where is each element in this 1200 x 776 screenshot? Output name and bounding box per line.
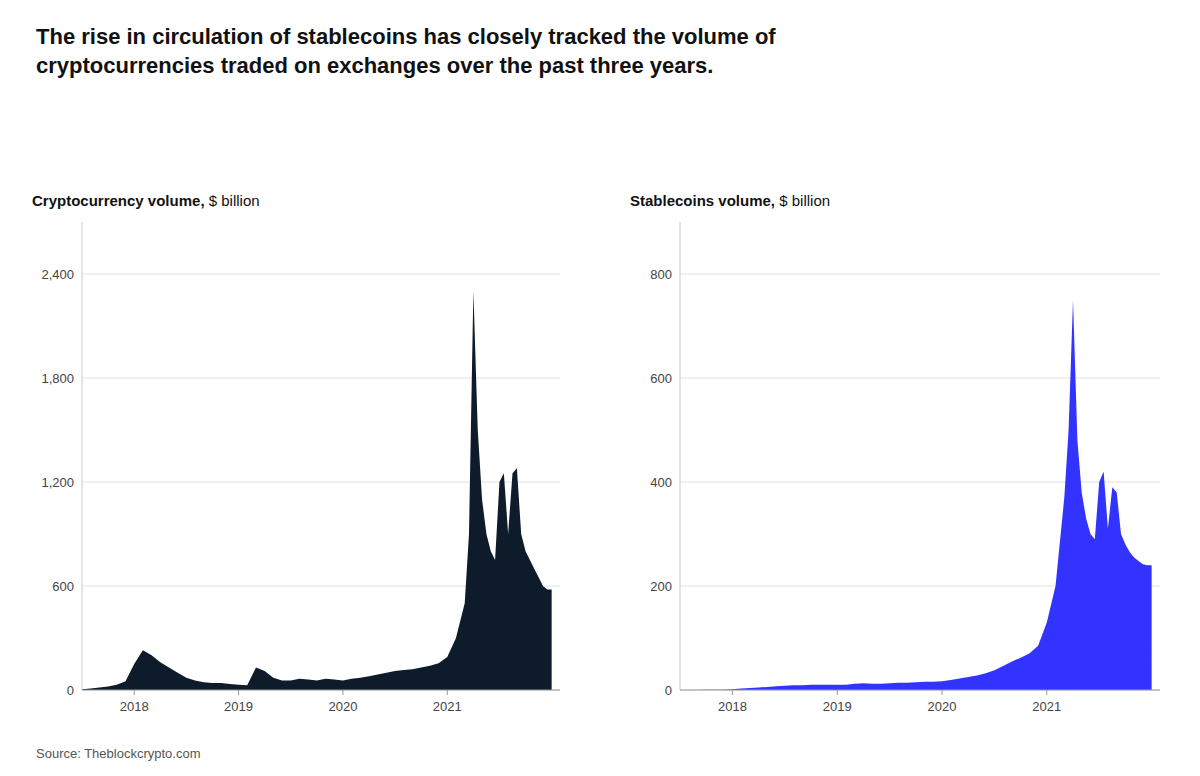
x-tick bbox=[837, 690, 838, 695]
y-tick-label: 600 bbox=[650, 371, 672, 386]
source-note: Source: Theblockcrypto.com bbox=[36, 746, 201, 761]
grid-line bbox=[82, 690, 560, 691]
grid-line bbox=[680, 690, 1160, 691]
x-tick-label: 2018 bbox=[120, 699, 149, 714]
x-tick bbox=[1046, 690, 1047, 695]
grid-line bbox=[680, 482, 1160, 483]
x-tick-label: 2020 bbox=[928, 699, 957, 714]
grid-line bbox=[680, 378, 1160, 379]
x-tick-label: 2019 bbox=[224, 699, 253, 714]
chart: The rise in circulation of stablecoins h… bbox=[0, 0, 1200, 776]
plot-area bbox=[82, 291, 552, 690]
title: The rise in circulation of stablecoins h… bbox=[36, 24, 776, 78]
y-tick-label: 400 bbox=[650, 475, 672, 490]
x-axis-line bbox=[82, 690, 560, 691]
y-tick-label: 600 bbox=[52, 579, 74, 594]
x-tick bbox=[942, 690, 943, 695]
axis-label-unit: $ billion bbox=[775, 192, 830, 209]
title-line: cryptocurrencies traded on exchanges ove… bbox=[36, 53, 713, 78]
x-tick bbox=[342, 690, 343, 695]
y-tick-label: 1,800 bbox=[41, 371, 74, 386]
area bbox=[680, 300, 1152, 690]
axis-label-bold: Cryptocurrency volume, bbox=[32, 192, 205, 209]
axis-label: Stablecoins volume, $ billion bbox=[630, 192, 830, 209]
plot-area bbox=[680, 300, 1152, 690]
y-axis-line bbox=[82, 222, 83, 690]
y-tick-label: 800 bbox=[650, 267, 672, 282]
x-tick-label: 2021 bbox=[433, 699, 462, 714]
x-tick-label: 2020 bbox=[328, 699, 357, 714]
title-line: The rise in circulation of stablecoins h… bbox=[36, 24, 776, 49]
x-tick bbox=[732, 690, 733, 695]
axis-label: Cryptocurrency volume, $ billion bbox=[32, 192, 260, 209]
y-tick-label: 200 bbox=[650, 579, 672, 594]
x-axis-line bbox=[680, 690, 1160, 691]
y-tick-label: 0 bbox=[665, 683, 672, 698]
y-axis-line bbox=[680, 222, 681, 690]
area bbox=[82, 291, 552, 690]
x-tick bbox=[238, 690, 239, 695]
x-tick-label: 2018 bbox=[718, 699, 747, 714]
grid-line bbox=[82, 274, 560, 275]
grid-line bbox=[82, 378, 560, 379]
grid-line bbox=[680, 274, 1160, 275]
x-tick-label: 2021 bbox=[1032, 699, 1061, 714]
y-tick-label: 2,400 bbox=[41, 267, 74, 282]
x-tick bbox=[447, 690, 448, 695]
x-tick bbox=[134, 690, 135, 695]
panel: 0 600 1,200 1,800 2,400 2018 2019 2020 2021 Crypt… bbox=[32, 192, 560, 714]
x-tick-label: 2019 bbox=[823, 699, 852, 714]
axis-label-bold: Stablecoins volume, bbox=[630, 192, 775, 209]
panel: 0 200 400 600 800 2018 2019 2020 2021 Stablecoins… bbox=[630, 192, 1160, 714]
y-tick-label: 0 bbox=[67, 683, 74, 698]
axis-label-unit: $ billion bbox=[205, 192, 260, 209]
grid-line bbox=[82, 482, 560, 483]
y-tick-label: 1,200 bbox=[41, 475, 74, 490]
